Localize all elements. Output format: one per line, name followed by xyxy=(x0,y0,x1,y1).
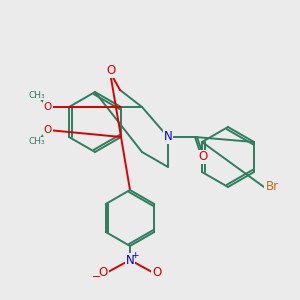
Text: CH₃: CH₃ xyxy=(29,91,45,100)
Text: O: O xyxy=(44,102,52,112)
Text: N: N xyxy=(164,130,172,143)
Text: O: O xyxy=(98,266,108,278)
Text: +: + xyxy=(131,250,139,260)
Text: O: O xyxy=(152,266,162,278)
Text: O: O xyxy=(44,125,52,135)
Text: CH₃: CH₃ xyxy=(29,137,45,146)
Text: O: O xyxy=(198,151,208,164)
Text: Br: Br xyxy=(266,181,279,194)
Text: N: N xyxy=(126,254,134,266)
Text: −: − xyxy=(92,272,102,282)
Text: O: O xyxy=(106,64,116,77)
